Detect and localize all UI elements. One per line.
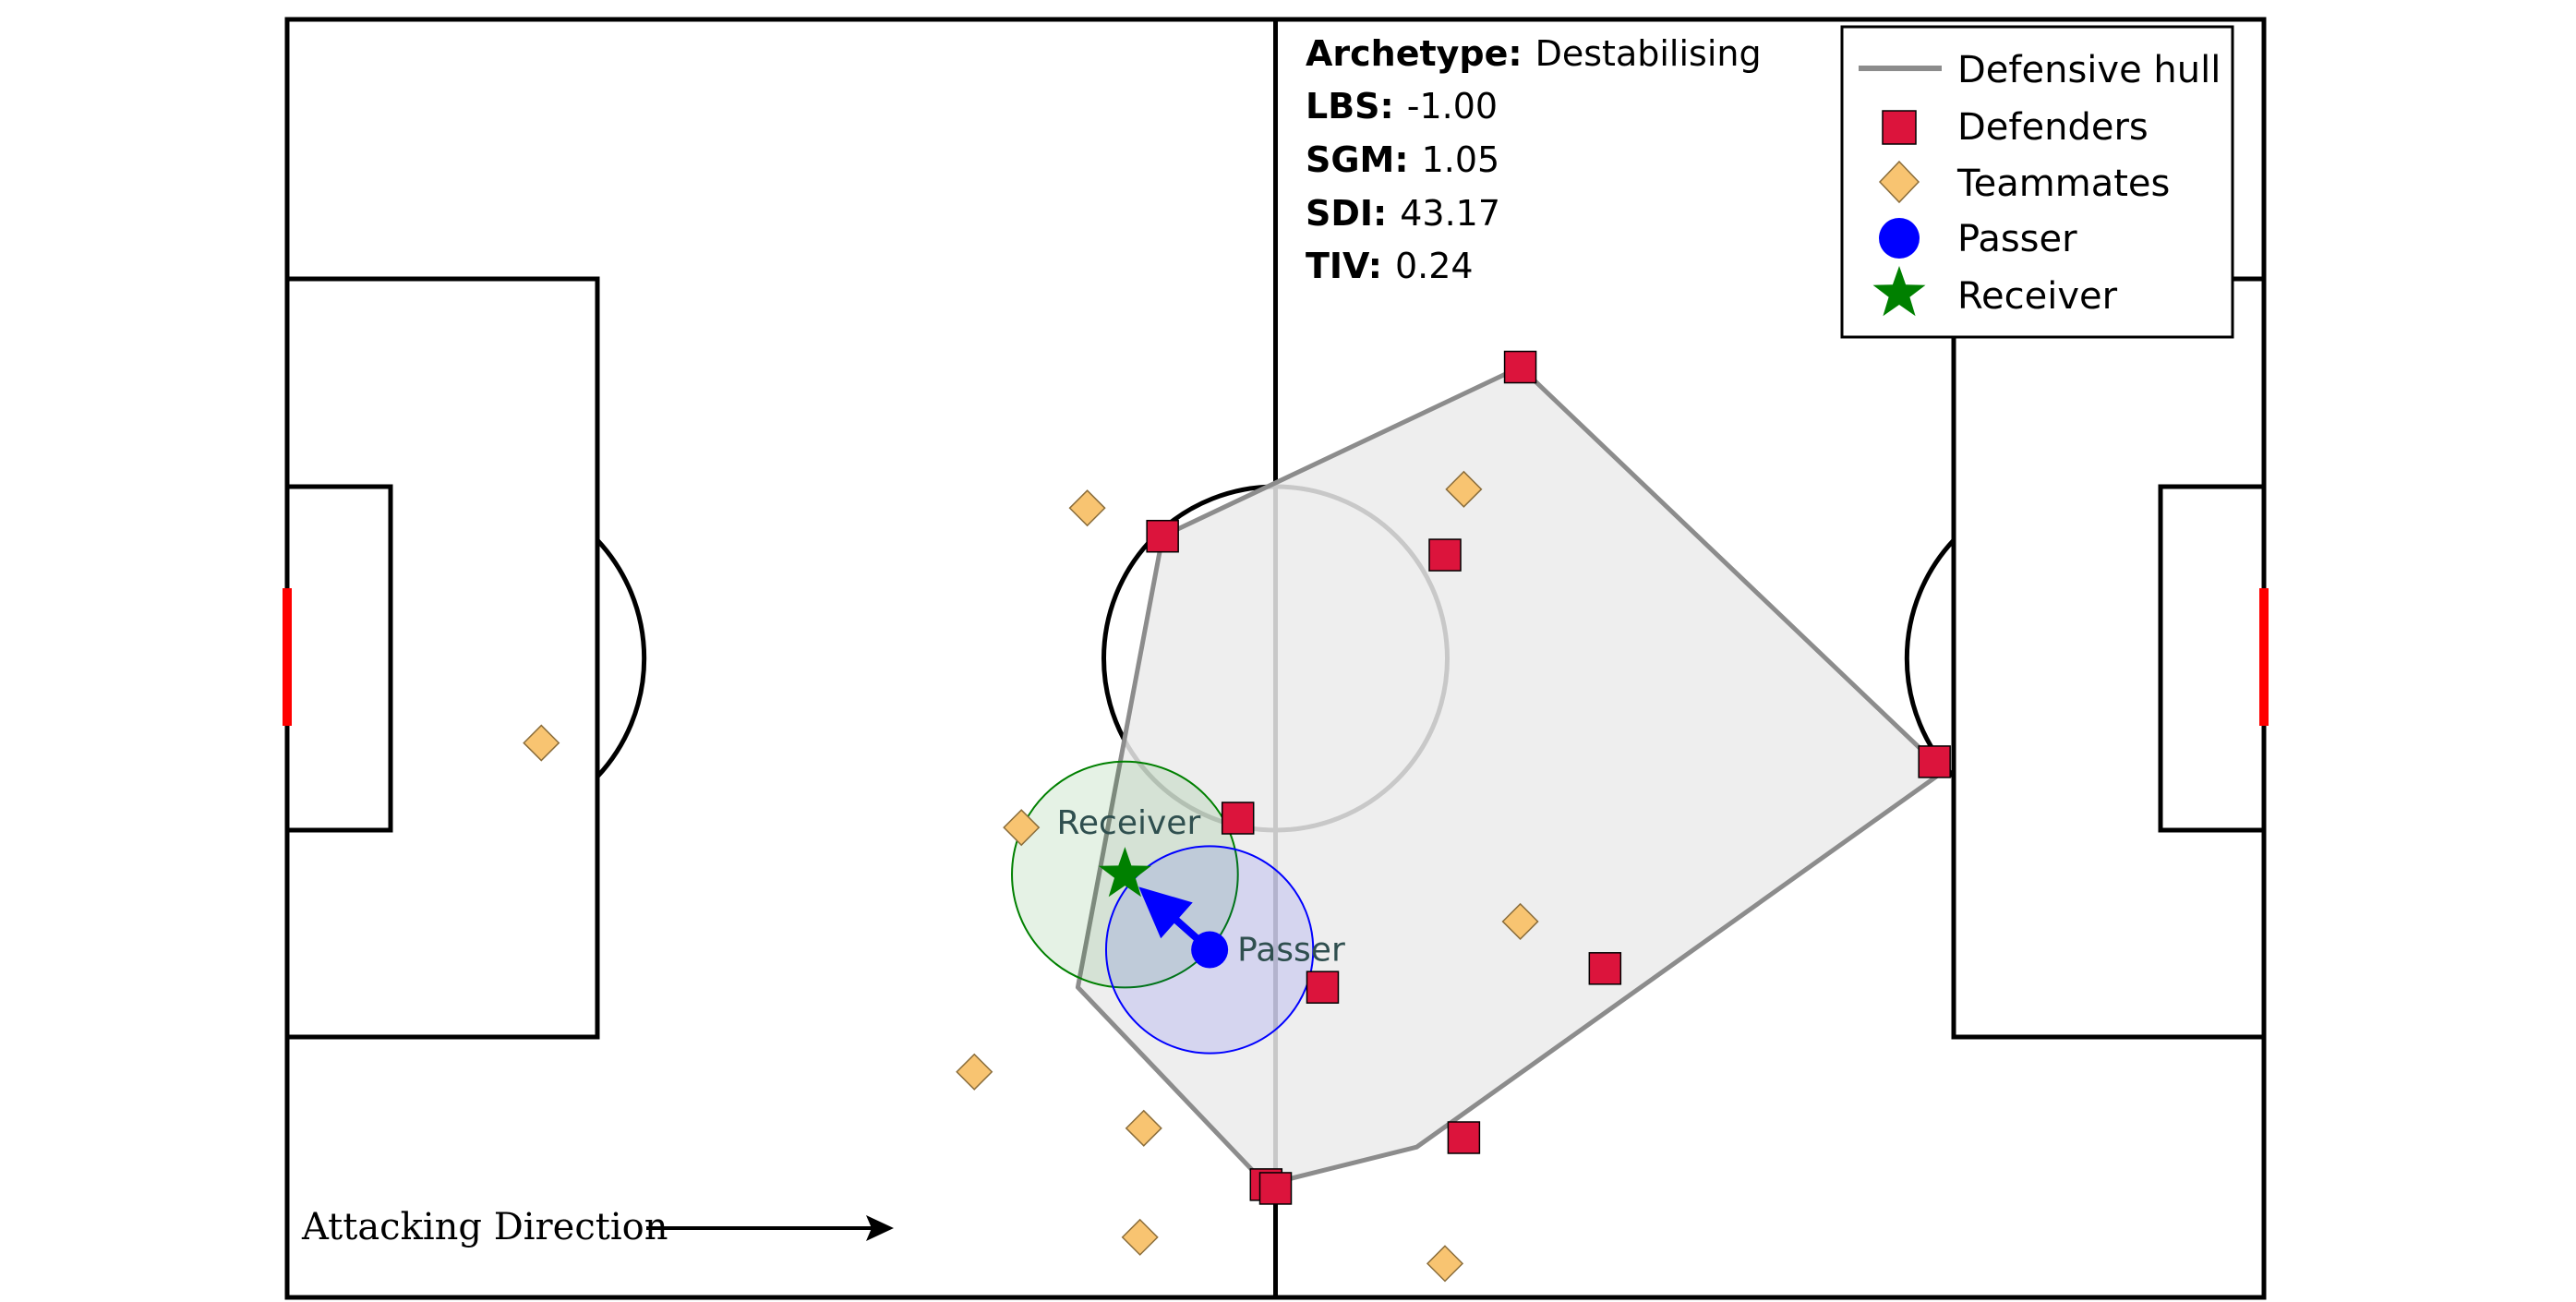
defenders-layer: [1146, 350, 1951, 1205]
defender-marker: [1588, 952, 1622, 985]
defender-marker: [1221, 802, 1255, 835]
sdi-line: SDI: 43.17: [1306, 193, 1500, 234]
legend-defenders-label: Defenders: [1957, 106, 2149, 149]
teammate-marker: [523, 724, 560, 762]
teammate-marker: [1501, 902, 1539, 941]
teammate-marker: [1426, 1245, 1464, 1283]
sgm-value: 1.05: [1422, 139, 1500, 180]
legend-teammates-label: Teammates: [1956, 163, 2170, 205]
tiv-value: 0.24: [1395, 246, 1474, 286]
left-penalty-box: [284, 276, 600, 1040]
defender-marker: [1447, 1121, 1481, 1154]
receiver-label: Receiver: [1057, 804, 1201, 842]
teammates-layer: [523, 470, 1539, 1283]
legend-receiver-label: Receiver: [1957, 275, 2118, 318]
legend-hull-label: Defensive hull: [1957, 49, 2221, 91]
legend-teammate-swatch: [1878, 160, 1920, 204]
tiv-label: TIV:: [1306, 246, 1382, 286]
attacking-direction-label: Attacking Direction: [301, 1206, 668, 1248]
defender-marker: [1428, 538, 1462, 572]
passer-marker: [1191, 931, 1229, 969]
defender-marker: [1306, 970, 1340, 1004]
tiv-line: TIV: 0.24: [1306, 246, 1474, 286]
archetype-value: Destabilising: [1535, 33, 1762, 74]
sgm-line: SGM: 1.05: [1306, 139, 1499, 180]
teammate-marker: [1121, 1218, 1159, 1256]
teammate-marker: [1445, 470, 1483, 508]
metrics-panel: Archetype: Destabilising LBS: -1.00 SGM: 1.…: [1306, 33, 1762, 286]
right-penalty-box: [1951, 276, 2267, 1040]
left-six-yard-box: [284, 484, 393, 833]
legend-defender-swatch: [1882, 110, 1917, 145]
lbs-line: LBS: -1.00: [1306, 86, 1498, 127]
defensive-hull: [1075, 365, 1946, 1187]
attacking-direction-arrowhead: [866, 1215, 894, 1241]
attacking-direction: Attacking Direction: [301, 1206, 894, 1248]
legend-receiver-swatch: [1872, 266, 1926, 317]
defender-marker: [1258, 1172, 1293, 1205]
passer-label: Passer: [1237, 931, 1345, 969]
pass-arrow-head: [1138, 886, 1193, 939]
defender-marker: [1503, 350, 1537, 384]
legend-passer-label: Passer: [1957, 218, 2077, 260]
archetype-line: Archetype: Destabilising: [1306, 33, 1762, 74]
right-six-yard-box: [2158, 484, 2267, 833]
teammate-marker: [1068, 489, 1106, 527]
sdi-value: 43.17: [1400, 193, 1500, 234]
teammate-marker: [1003, 809, 1041, 847]
legend: Defensive hull Defenders Teammates Passe…: [1840, 25, 2234, 339]
receiver-marker: [1098, 847, 1151, 898]
legend-passer-swatch: [1879, 218, 1920, 259]
sgm-label: SGM:: [1306, 139, 1409, 180]
archetype-label: Archetype:: [1306, 33, 1523, 74]
lbs-value: -1.00: [1407, 86, 1498, 127]
lbs-label: LBS:: [1306, 86, 1394, 127]
left-penalty-arc: [596, 538, 647, 778]
defender-marker: [1918, 745, 1951, 778]
teammate-marker: [1125, 1109, 1162, 1147]
defender-marker: [1146, 519, 1179, 553]
teammate-marker: [956, 1053, 993, 1091]
sdi-label: SDI:: [1306, 193, 1387, 234]
